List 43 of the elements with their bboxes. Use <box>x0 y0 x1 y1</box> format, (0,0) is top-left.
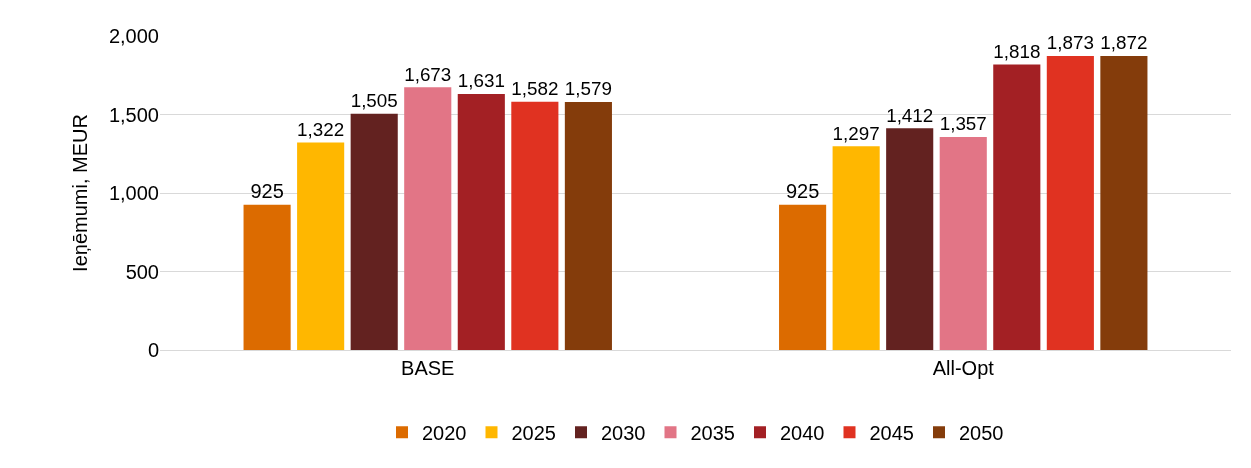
bar <box>564 102 612 350</box>
data-label: 1,412 <box>886 104 934 126</box>
legend-label: 2030 <box>601 422 646 445</box>
bar <box>457 93 505 350</box>
y-tick-label: 2,000 <box>108 25 159 47</box>
y-tick-label: 1,500 <box>108 103 159 126</box>
legend-label: 2040 <box>780 422 825 445</box>
data-label: 1,872 <box>1100 32 1148 54</box>
x-tick-label: All-Opt <box>932 357 995 379</box>
bar <box>886 128 934 350</box>
data-label: 1,673 <box>404 63 452 85</box>
y-tick-label: 0 <box>147 339 159 361</box>
legend-label: 2025 <box>511 422 556 445</box>
data-label: 1,631 <box>457 70 505 92</box>
bar <box>939 136 987 350</box>
data-label: 1,297 <box>832 122 880 144</box>
bar <box>832 146 880 350</box>
legend-label: 2050 <box>959 422 1004 445</box>
bar <box>350 113 398 350</box>
data-label: 925 <box>250 179 284 202</box>
x-tick-label: BASE <box>401 357 455 379</box>
bar <box>993 64 1041 350</box>
data-label: 1,818 <box>993 40 1041 62</box>
data-label: 1,505 <box>350 89 398 111</box>
data-label: 1,322 <box>297 118 345 140</box>
y-tick-label: 1,000 <box>108 182 159 204</box>
bar <box>297 142 345 350</box>
legend-label: 2035 <box>690 422 735 445</box>
bar <box>779 204 827 350</box>
bar <box>243 204 291 350</box>
bar <box>404 87 452 350</box>
bar <box>1046 55 1094 350</box>
data-label: 1,873 <box>1046 32 1094 54</box>
y-tick-label: 500 <box>125 260 159 283</box>
data-label: 1,579 <box>564 78 612 100</box>
bar <box>511 101 559 350</box>
bar <box>1100 56 1148 350</box>
legend-label: 2020 <box>422 422 467 445</box>
data-label: 925 <box>785 179 820 202</box>
data-label: 1,357 <box>939 113 987 135</box>
data-label: 1,582 <box>511 77 559 99</box>
legend-label: 2045 <box>869 422 914 445</box>
y-axis-title: Ieņēmumi, MEUR <box>69 114 92 272</box>
